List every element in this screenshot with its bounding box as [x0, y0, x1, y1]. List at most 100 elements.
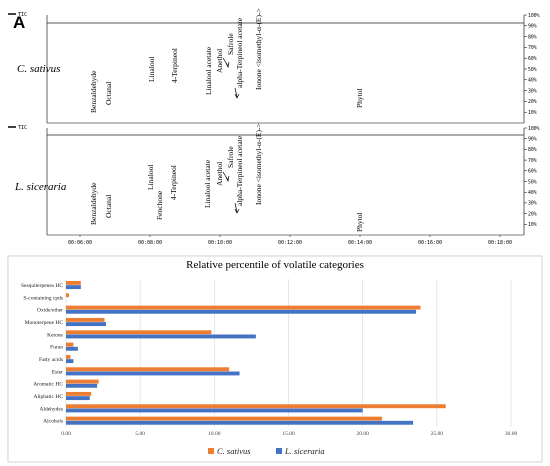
peak-label: Linalool [146, 165, 155, 190]
bar-l-siceraria [66, 285, 81, 290]
bar-l-siceraria [66, 396, 90, 401]
chromatogram-bottom: TIC 10% 20% 30% 40% 50% 60% 70% 80% 90% 100% 00:0… [8, 123, 540, 246]
pct-tick-label: 50% [528, 67, 537, 73]
peak-label: Fenchone [155, 190, 164, 220]
peak-label: Ionone <isomethyl-α-(E)-> [254, 8, 263, 90]
arrow-terpineol-bottom [234, 202, 238, 213]
time-tick-label: 00:14:00 [348, 240, 372, 246]
peak-label: Octanal [104, 195, 113, 218]
peak-label: Ionone <isomethyl-α-(E)-> [254, 123, 263, 205]
x-tick-label: 20.00 [356, 431, 369, 437]
arrowhead [225, 61, 230, 69]
pct-tick-label: 80% [528, 34, 537, 40]
bar-c-sativus [66, 404, 446, 409]
legend-swatch [276, 448, 282, 454]
bar-l-siceraria [66, 408, 363, 413]
panel-b: B Relative percentile of volatile catego… [7, 255, 543, 463]
arrow-terpineol-top [234, 87, 238, 98]
time-tick-label: 00:10:00 [208, 240, 232, 246]
pct-tick-label: 60% [528, 169, 537, 175]
peak-label: Octanal [104, 82, 113, 105]
bar-l-siceraria [66, 383, 98, 388]
category-label: Aromatic HC [33, 382, 63, 388]
pct-tick-label: 30% [528, 201, 537, 207]
arrowhead [234, 208, 240, 214]
x-tick-label: 5.00 [135, 431, 145, 437]
category-label: Alcohols [43, 419, 63, 425]
arrowhead [225, 175, 230, 183]
bar-c-sativus [66, 330, 212, 335]
legend-label: C. sativus [217, 446, 251, 456]
time-tick-label: 00:18:00 [488, 240, 512, 246]
peak-label: Phytol [355, 212, 364, 232]
bar-l-siceraria [66, 346, 78, 351]
bar-l-siceraria [66, 322, 107, 327]
pct-tick-label: 100% [528, 13, 540, 19]
pct-tick-label: 80% [528, 147, 537, 153]
category-label: Aliphatic HC [34, 394, 64, 400]
pct-tick-label: 20% [528, 211, 537, 217]
x-tick-label: 0.00 [61, 431, 71, 437]
peak-label: Safrole [226, 33, 235, 55]
peak-label: Linalool acetate [203, 159, 212, 208]
pct-tick-label: 20% [528, 99, 537, 105]
category-label: Oxide/ether [37, 308, 63, 314]
category-label: Furan [50, 345, 63, 351]
peak-label: 4-Terpineol [169, 165, 178, 200]
peak-label: Anethol [215, 162, 224, 186]
bar-c-sativus [66, 416, 382, 421]
bar-l-siceraria [66, 334, 256, 339]
sample-name-bottom: L. siceraria [14, 181, 67, 193]
bar-chart: 0.00 5.00 10.00 15.00 20.00 25.00 30.00 Sesquit… [21, 279, 517, 456]
x-tick-label: 30.00 [505, 431, 518, 437]
peak-label: Safrole [226, 146, 235, 168]
pct-tick-label: 60% [528, 56, 537, 62]
panel-a: A TIC 10% 20% 30% 40% 50% 60% 70% 80% 90% 100% C.… [8, 8, 540, 246]
category-label: Fatty acids [39, 357, 63, 363]
chart-frame [7, 255, 543, 463]
x-tick-label: 25.00 [431, 431, 444, 437]
peak-label: Linalool acetate [204, 46, 213, 95]
pct-ticks-top: 10% 20% 30% 40% 50% 60% 70% 80% 90% 100% [524, 13, 540, 116]
pct-tick-label: 10% [528, 222, 537, 228]
peak-label: alpha-Terpineol acetate [235, 17, 244, 88]
chromatogram-top: TIC 10% 20% 30% 40% 50% 60% 70% 80% 90% 100% C. s… [8, 8, 540, 124]
peak-label: Linalool [147, 57, 156, 82]
time-tick-label: 00:12:00 [278, 240, 302, 246]
bar-c-sativus [66, 305, 421, 310]
arrowhead [234, 93, 240, 99]
pct-ticks-bottom: 10% 20% 30% 40% 50% 60% 70% 80% 90% 100% [524, 126, 540, 228]
bar-c-sativus [66, 379, 99, 384]
peak-label: Benzaldehyde [89, 70, 98, 113]
pct-tick-label: 40% [528, 190, 537, 196]
x-tick-label: 15.00 [282, 431, 295, 437]
bar-c-sativus [66, 367, 230, 372]
bar-c-sativus [66, 280, 81, 285]
pct-tick-label: 10% [528, 110, 537, 116]
bar-c-sativus [66, 391, 92, 396]
bar-l-siceraria [66, 309, 417, 314]
pct-tick-label: 70% [528, 158, 537, 164]
peak-label: Anethol [215, 49, 224, 73]
sample-name-top: C. sativus [17, 63, 60, 75]
category-label: Aldehydes [39, 406, 63, 412]
bar-c-sativus [66, 293, 69, 298]
bar-c-sativus [66, 354, 71, 359]
time-tick-label: 00:08:00 [138, 240, 162, 246]
peak-label: 4-Terpineol [170, 48, 179, 83]
legend-swatch [208, 448, 214, 454]
pct-tick-label: 50% [528, 179, 537, 185]
legend-label: L. siceraria [284, 446, 325, 456]
category-label: S-containing cpds [23, 295, 63, 301]
x-tick-label: 10.00 [208, 431, 221, 437]
category-label: Ester [52, 369, 63, 375]
bar-l-siceraria [66, 420, 414, 425]
peak-label: Benzaldehyde [89, 182, 98, 225]
time-tick-label: 00:06:00 [68, 240, 92, 246]
bar-c-sativus [66, 317, 105, 322]
peak-label: alpha-Terpineol acetate [235, 135, 244, 206]
bar-l-siceraria [66, 371, 240, 376]
time-ticks: 00:06:00 00:08:00 00:10:00 00:12:00 00:14:00… [68, 235, 512, 246]
bar-c-sativus [66, 342, 74, 347]
